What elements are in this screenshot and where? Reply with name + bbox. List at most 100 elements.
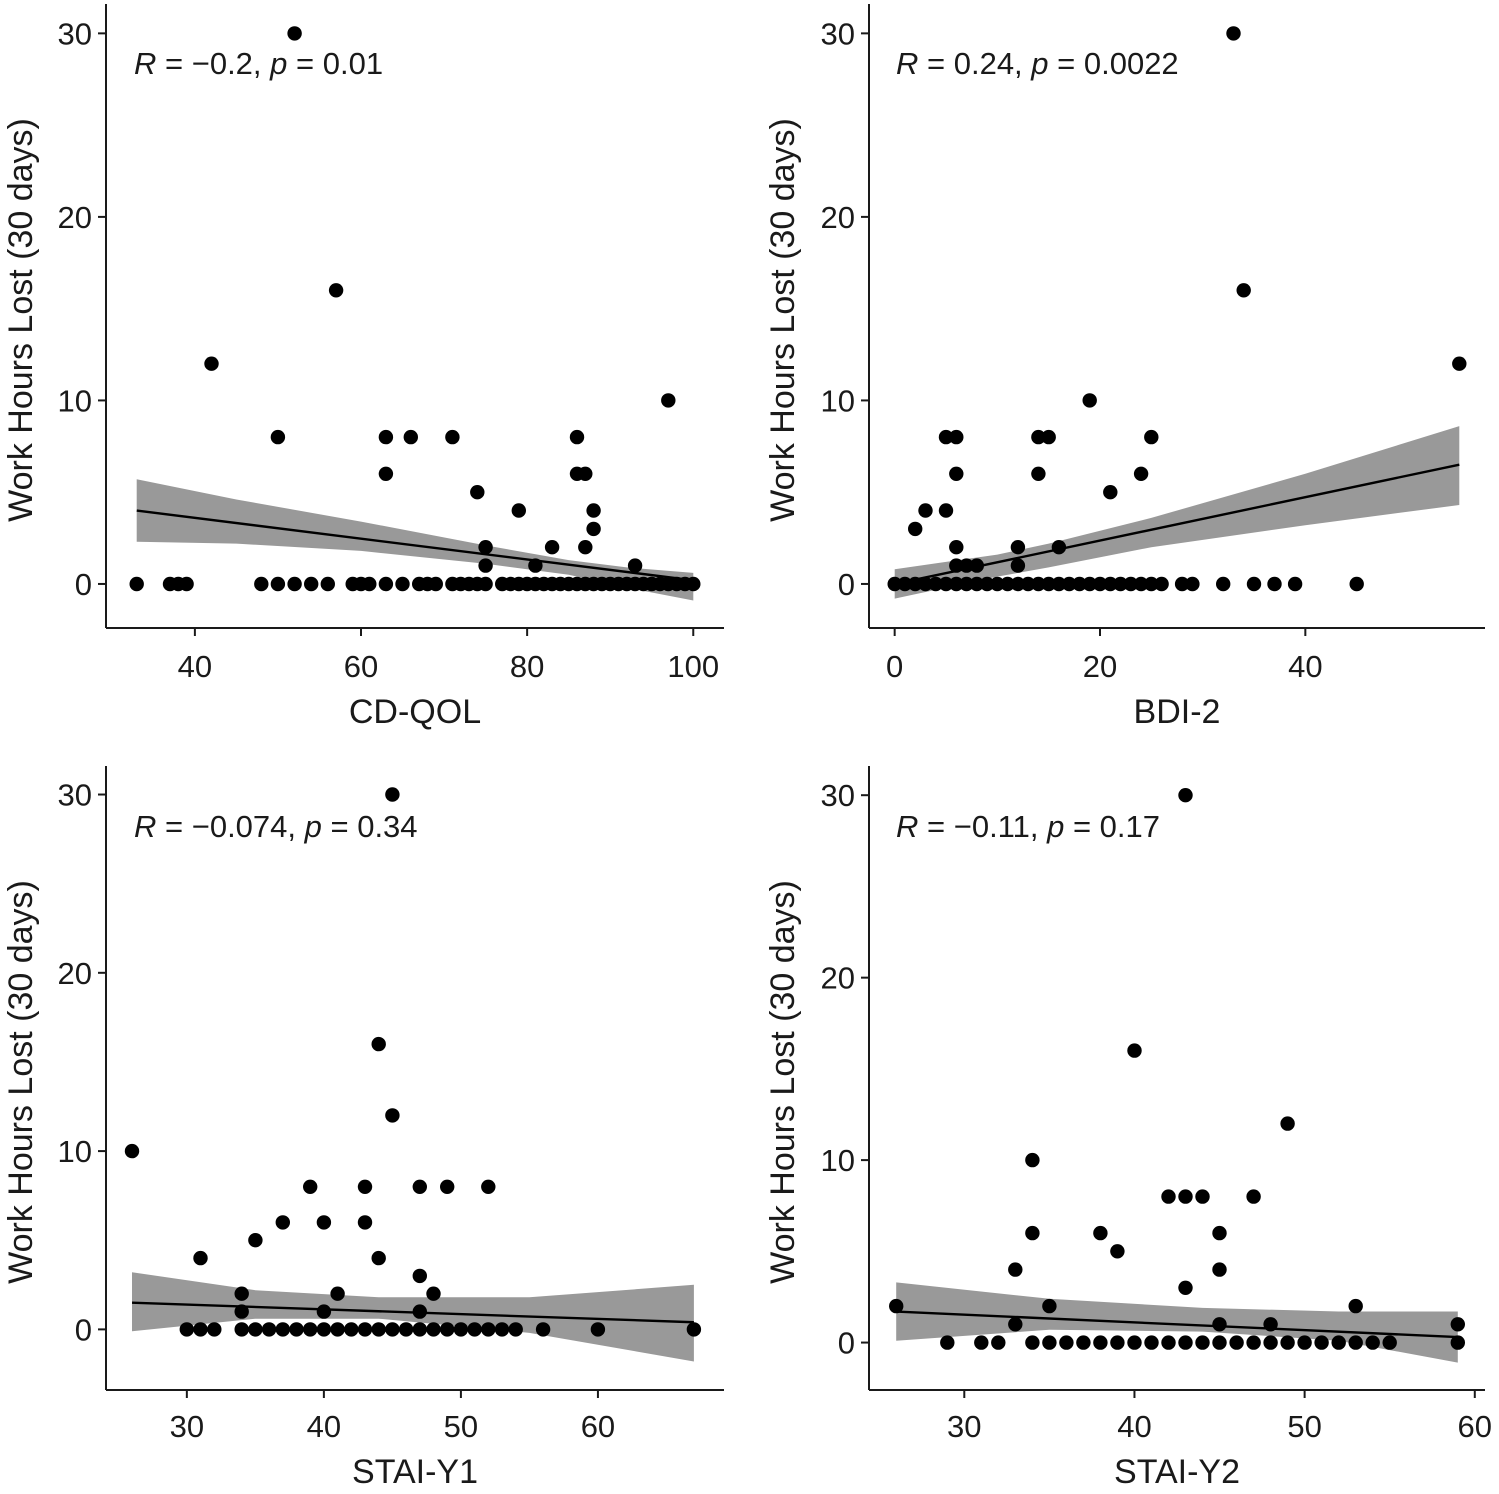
data-point <box>428 576 443 592</box>
data-point <box>1297 1335 1312 1350</box>
data-point <box>1051 540 1067 555</box>
x-tick-label: 60 <box>1458 1409 1492 1444</box>
data-point <box>179 576 194 592</box>
data-point <box>248 1233 263 1248</box>
y-tick-label: 30 <box>58 16 92 51</box>
data-point <box>289 1322 304 1337</box>
data-point <box>969 558 984 573</box>
confidence-band <box>894 426 1460 599</box>
data-point <box>1000 576 1015 592</box>
data-point <box>478 558 493 573</box>
data-point <box>974 1335 989 1350</box>
data-point <box>234 1304 249 1319</box>
data-point <box>1236 283 1251 298</box>
data-point <box>1041 576 1056 592</box>
data-point <box>969 576 984 592</box>
y-tick-label: 20 <box>821 961 855 996</box>
data-point <box>1216 576 1231 592</box>
data-point <box>889 1298 904 1314</box>
data-point <box>316 1322 332 1337</box>
data-point <box>1178 1335 1193 1350</box>
data-point <box>686 576 701 592</box>
data-point <box>403 429 418 445</box>
data-point <box>362 576 377 592</box>
data-point <box>412 1322 427 1337</box>
data-point <box>193 1322 208 1337</box>
r-value: = −0.11, <box>918 809 1047 844</box>
r-symbol: R <box>896 809 918 844</box>
data-point <box>1348 1298 1363 1314</box>
r-symbol: R <box>134 809 156 844</box>
data-point <box>528 558 543 573</box>
data-point <box>1093 1335 1108 1350</box>
data-point <box>270 429 286 445</box>
data-point <box>1263 1335 1278 1350</box>
data-point <box>1280 1335 1295 1350</box>
data-point <box>1010 540 1026 555</box>
x-tick-label: 100 <box>667 649 719 684</box>
data-point <box>1212 1317 1227 1332</box>
data-point <box>1174 576 1190 592</box>
y-tick-label: 30 <box>58 778 92 813</box>
data-point <box>949 429 964 445</box>
data-point <box>508 1322 523 1337</box>
data-point <box>1212 1335 1227 1350</box>
data-point <box>395 576 410 592</box>
data-point <box>938 576 954 592</box>
data-point <box>207 1322 222 1337</box>
data-point <box>426 1286 441 1301</box>
data-point <box>544 540 560 555</box>
panel-3: 0 10 20 30 30 40 50 60 STAI-Y1 Work Hours Lost (3… <box>2 766 724 1491</box>
data-point <box>1103 485 1118 500</box>
x-tick-label: 50 <box>1287 1409 1321 1444</box>
data-point <box>1382 1335 1397 1350</box>
regression-line <box>136 509 694 582</box>
data-point <box>385 1322 400 1337</box>
data-point <box>1082 393 1097 408</box>
data-point <box>304 576 319 592</box>
data-point <box>385 787 400 802</box>
data-point <box>124 1143 140 1159</box>
data-point <box>1348 1335 1363 1350</box>
x-tick-label: 60 <box>344 649 378 684</box>
data-point <box>1226 26 1241 41</box>
data-point <box>1246 576 1262 592</box>
data-point <box>578 466 593 481</box>
y-axis-title: Work Hours Lost (30 days) <box>2 118 40 522</box>
x-tick-label: 30 <box>947 1409 981 1444</box>
data-point <box>303 1179 318 1195</box>
data-point <box>1212 1262 1227 1277</box>
x-axis-title: STAI-Y1 <box>352 1453 478 1489</box>
data-point <box>1144 429 1159 445</box>
data-point <box>908 521 923 537</box>
data-point <box>990 576 1005 592</box>
y-tick-label: 20 <box>821 200 855 235</box>
data-point <box>378 466 394 481</box>
y-tick-label: 10 <box>58 383 92 418</box>
data-point <box>661 393 676 408</box>
data-point <box>453 1322 469 1337</box>
x-tick-label: 20 <box>1083 649 1117 684</box>
data-point <box>478 576 493 592</box>
data-point <box>234 1322 249 1337</box>
data-point <box>949 576 964 592</box>
data-point <box>1133 576 1149 592</box>
data-point <box>1062 576 1077 592</box>
data-point <box>371 1250 386 1266</box>
data-point <box>426 1322 441 1337</box>
data-point <box>586 521 601 537</box>
regression-line <box>896 1310 1458 1339</box>
confidence-band <box>896 1282 1458 1363</box>
data-point <box>412 1179 427 1195</box>
p-symbol: p <box>269 46 287 81</box>
data-point <box>1178 1280 1193 1296</box>
data-point <box>1031 429 1046 445</box>
data-point <box>959 576 974 592</box>
data-point <box>287 26 302 41</box>
y-tick-label: 30 <box>821 16 855 51</box>
data-point <box>1154 576 1169 592</box>
data-point <box>1042 1335 1057 1350</box>
data-point <box>344 1322 359 1337</box>
data-point <box>1450 1317 1466 1332</box>
p-symbol: p <box>1046 809 1064 844</box>
